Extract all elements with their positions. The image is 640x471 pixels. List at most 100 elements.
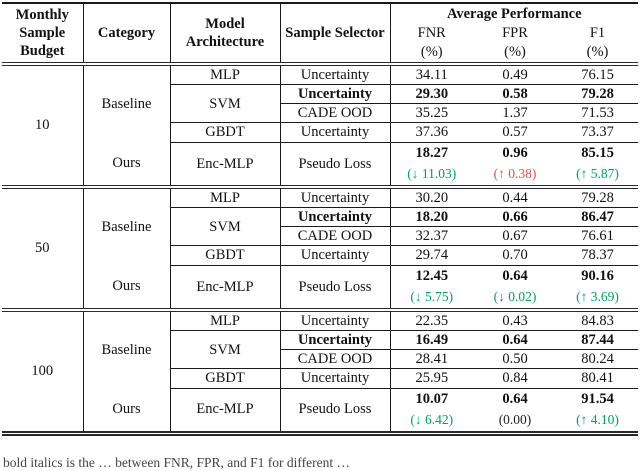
f1-cell: 91.54 (↑ 4.10) (557, 388, 638, 436)
metric-label: F1 (589, 25, 606, 41)
fnr-cell: 22.35 (390, 308, 473, 332)
f1-cell: 85.15 (↑ 5.87) (557, 142, 638, 187)
f1-cell: 76.61 (557, 226, 638, 247)
f1-cell: 86.47 (557, 207, 638, 228)
model-cell: SVM (170, 84, 281, 124)
fnr-cell: 29.30 (390, 84, 473, 105)
ours-fpr-delta: (0.00) (498, 412, 532, 427)
category-cell: Ours (83, 265, 171, 310)
fpr-cell: 0.57 (473, 122, 557, 143)
ours-fnr-delta: (↓ 11.03) (407, 166, 457, 182)
f1-cell: 87.44 (557, 330, 638, 351)
selector-cell: Uncertainty (280, 122, 391, 143)
f1-cell: 76.15 (557, 62, 638, 86)
fpr-cell: 0.49 (473, 62, 557, 86)
header-performance: Average Performance (390, 2, 638, 24)
selector-cell: Uncertainty (280, 330, 391, 351)
header-f1: F1 (%) (557, 24, 638, 64)
selector-cell: Pseudo Loss (280, 142, 391, 187)
metric-label: FNR (417, 25, 446, 41)
selector-cell: Uncertainty (280, 245, 391, 266)
model-cell: Enc-MLP (170, 388, 281, 436)
metric-unit: (%) (586, 44, 609, 60)
f1-cell: 71.53 (557, 103, 638, 124)
fnr-cell: 25.95 (390, 368, 473, 389)
header-model: Model Architecture (170, 2, 281, 64)
ours-f1-delta: (↑ 3.69) (576, 289, 619, 305)
f1-cell: 79.28 (557, 84, 638, 105)
f1-cell: 90.16 (↑ 3.69) (557, 265, 638, 310)
ours-fnr-value: 12.45 (415, 268, 449, 285)
fpr-cell: 0.67 (473, 226, 557, 247)
selector-cell: Uncertainty (280, 207, 391, 228)
ours-fnr-delta: (↓ 6.42) (410, 412, 454, 427)
fpr-cell: 0.66 (473, 207, 557, 228)
fnr-cell: 16.49 (390, 330, 473, 351)
budget-cell: 50 (2, 185, 84, 310)
ours-f1-value: 90.16 (581, 268, 614, 285)
fpr-cell: 0.64 (0.00) (473, 388, 557, 436)
ours-f1-delta: (↑ 4.10) (576, 412, 619, 427)
budget-cell: 100 (2, 308, 84, 436)
fpr-cell: 1.37 (473, 103, 557, 124)
f1-cell: 78.37 (557, 245, 638, 266)
model-cell: MLP (170, 62, 281, 86)
fnr-cell: 12.45 (↓ 5.75) (390, 265, 473, 310)
header-fpr: FPR (%) (473, 24, 557, 64)
ours-fpr-value: 0.96 (502, 145, 528, 162)
fnr-cell: 18.27 (↓ 11.03) (390, 142, 473, 187)
category-cell: Ours (83, 388, 171, 436)
header-budget: Monthly Sample Budget (2, 2, 84, 64)
fpr-cell: 0.44 (473, 185, 557, 209)
fnr-cell: 10.07 (↓ 6.42) (390, 388, 473, 436)
f1-cell: 80.24 (557, 349, 638, 370)
budget-cell: 10 (2, 62, 84, 187)
ours-f1-delta: (↑ 5.87) (576, 166, 619, 182)
ours-f1-value: 85.15 (581, 145, 614, 162)
selector-cell: Uncertainty (280, 368, 391, 389)
fpr-cell: 0.64 (473, 330, 557, 351)
fnr-cell: 29.74 (390, 245, 473, 266)
fpr-cell: 0.58 (473, 84, 557, 105)
category-cell: Baseline (83, 62, 171, 142)
model-cell: SVM (170, 330, 281, 370)
selector-cell: CADE OOD (280, 103, 391, 124)
fnr-cell: 34.11 (390, 62, 473, 86)
fpr-cell: 0.43 (473, 308, 557, 332)
metric-unit: (%) (504, 44, 526, 60)
selector-cell: Uncertainty (280, 84, 391, 105)
selector-cell: CADE OOD (280, 226, 391, 247)
model-cell: Enc-MLP (170, 265, 281, 310)
model-cell: GBDT (170, 245, 281, 266)
fnr-cell: 28.41 (390, 349, 473, 370)
ours-fnr-value: 10.07 (415, 391, 449, 407)
fnr-cell: 18.20 (390, 207, 473, 228)
ours-fnr-value: 18.27 (415, 145, 449, 162)
fpr-cell: 0.96 (↑ 0.38) (473, 142, 557, 187)
budget-group-100: 100 Baseline MLP Uncertainty 22.35 0.43 … (2, 308, 638, 436)
fpr-cell: 0.84 (473, 368, 557, 389)
model-cell: Enc-MLP (170, 142, 281, 187)
metric-label: FPR (502, 25, 528, 41)
fpr-cell: 0.50 (473, 349, 557, 370)
header-fnr: FNR (%) (390, 24, 473, 64)
f1-cell: 80.41 (557, 368, 638, 389)
model-cell: GBDT (170, 122, 281, 143)
model-cell: SVM (170, 207, 281, 247)
header-category: Category (83, 2, 171, 64)
f1-cell: 79.28 (557, 185, 638, 209)
header-selector: Sample Selector (280, 2, 391, 64)
ours-fpr-value: 0.64 (502, 391, 528, 407)
selector-cell: Pseudo Loss (280, 265, 391, 310)
fpr-cell: 0.70 (473, 245, 557, 266)
ours-f1-value: 91.54 (581, 391, 614, 407)
budget-group-10: 10 Baseline MLP Uncertainty 34.11 0.49 7… (2, 62, 638, 187)
selector-cell: CADE OOD (280, 349, 391, 370)
fnr-cell: 35.25 (390, 103, 473, 124)
ours-fpr-delta: (↑ 0.38) (493, 166, 537, 182)
selector-cell: Uncertainty (280, 62, 391, 86)
fnr-cell: 32.37 (390, 226, 473, 247)
selector-cell: Pseudo Loss (280, 388, 391, 436)
budget-group-50: 50 Baseline MLP Uncertainty 30.20 0.44 7… (2, 185, 638, 310)
